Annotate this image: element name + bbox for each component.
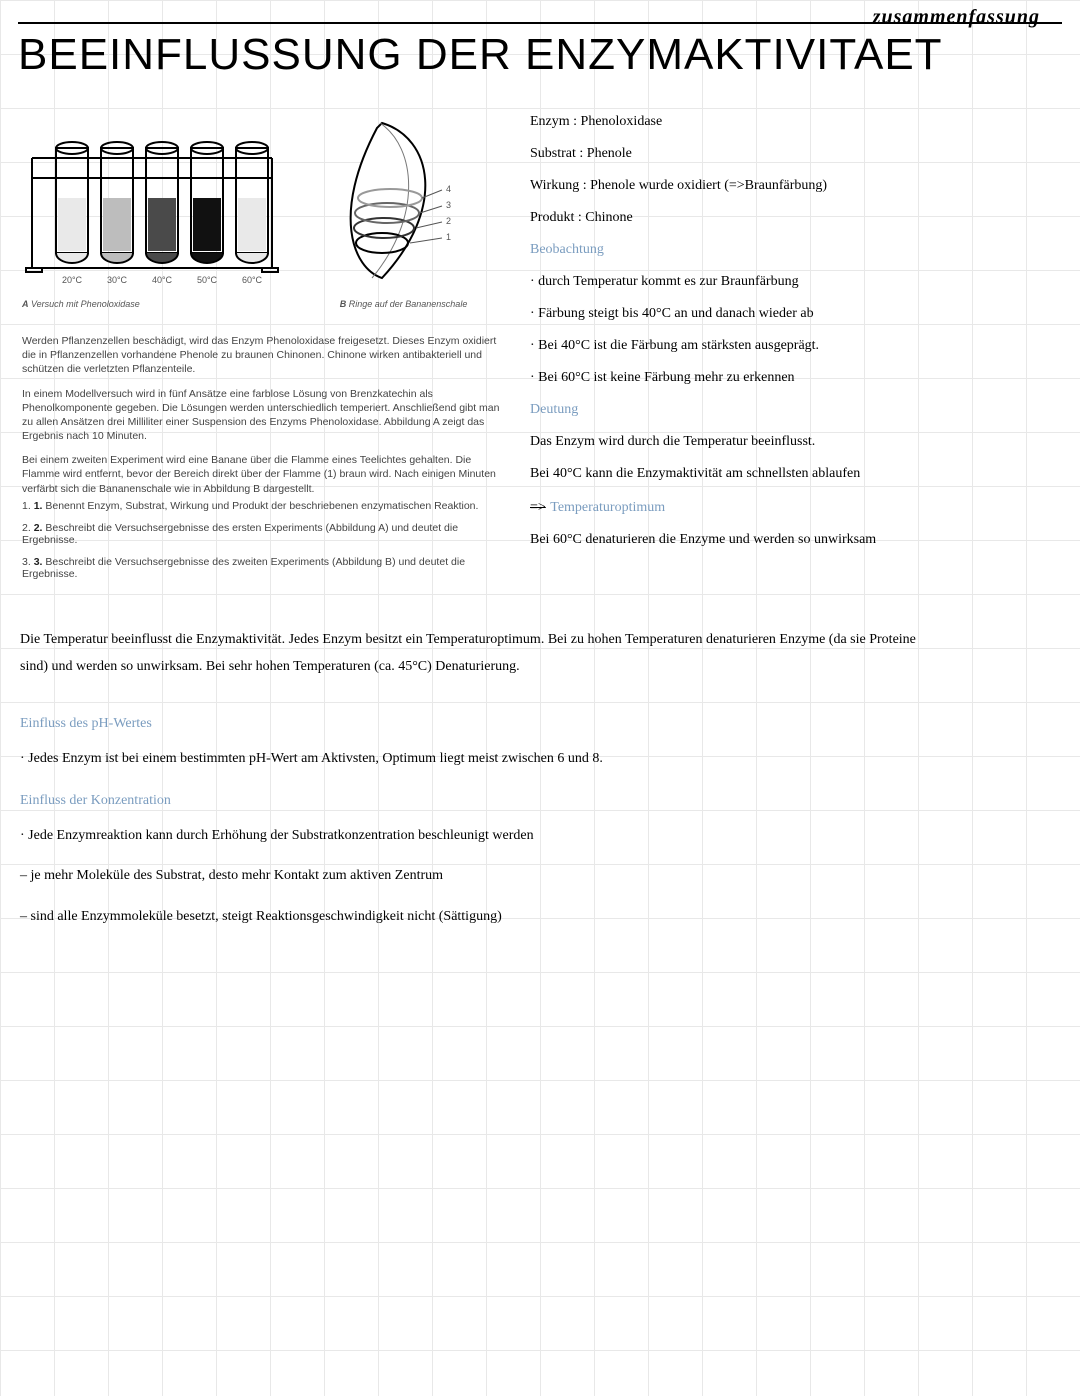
tube-3: 40°C [146, 142, 178, 285]
question-2: 2. Beschreibt die Versuchsergebnisse des… [22, 522, 512, 546]
tube-temp-5: 60°C [242, 275, 263, 285]
summary-block: Die Temperatur beeinflusst die Enzymakti… [20, 627, 1072, 931]
corner-script-label: zusammenfassung [873, 6, 1040, 29]
caption-b: B Ringe auf der Bananenschale [340, 299, 468, 309]
deut-2: Bei 40°C kann die Enzymaktivität am schn… [530, 466, 1060, 482]
desc-p3: Bei einem zweiten Experiment wird eine B… [22, 453, 500, 496]
caption-a-text: Versuch mit Phenoloxidase [29, 299, 140, 309]
question-1: 1. Benennt Enzym, Substrat, Wirkung und … [22, 500, 512, 512]
summary-line1: Die Temperatur beeinflusst die Enzymakti… [20, 627, 1072, 654]
deut-4: Bei 60°C denaturieren die Enzyme und wer… [530, 532, 1060, 548]
question-list: 1. Benennt Enzym, Substrat, Wirkung und … [22, 500, 512, 590]
note-produkt: Produkt : Chinone [530, 210, 1060, 226]
summary-line2: sind) und werden so unwirksam. Bei sehr … [20, 654, 1072, 681]
caption-b-text: Ringe auf der Bananenschale [346, 299, 467, 309]
tube-5: 60°C [236, 142, 268, 285]
ring-label-3: 3 [446, 200, 451, 210]
tube-4: 50°C [191, 142, 223, 285]
question-3-text: Beschreibt die Versuchsergebnisse des zw… [22, 556, 465, 580]
deut-3-label: Temperaturoptimum [550, 500, 665, 515]
tube-temp-2: 30°C [107, 275, 128, 285]
section-ph: Einfluss des pH-Wertes [20, 716, 1072, 732]
beob-2: · Färbung steigt bis 40°C an und danach … [530, 306, 1060, 322]
desc-p1: Werden Pflanzenzellen beschädigt, wird d… [22, 334, 500, 377]
note-enzym: Enzym : Phenoloxidase [530, 114, 1060, 130]
desc-p2: In einem Modellversuch wird in fünf Ansä… [22, 387, 500, 444]
tubes-figure: 20°C 30°C 40°C 50°C 60°C [22, 118, 282, 288]
deut-3: => Temperaturoptimum [530, 498, 1060, 516]
section-deutung: Deutung [530, 402, 1060, 418]
deut-3-strike: => [530, 500, 546, 515]
question-2-text: Beschreibt die Versuchsergebnisse des er… [22, 522, 458, 546]
beob-4: · Bei 60°C ist keine Färbung mehr zu erk… [530, 370, 1060, 386]
caption-a: A Versuch mit Phenoloxidase [22, 299, 140, 309]
section-konzentration: Einfluss der Konzentration [20, 793, 1072, 809]
question-1-text: Benennt Enzym, Substrat, Wirkung und Pro… [45, 500, 478, 512]
page-title: BEEINFLUSSUNG DER ENZYMAKTIVITAET [18, 30, 943, 80]
question-3: 3. Beschreibt die Versuchsergebnisse des… [22, 556, 512, 580]
tube-temp-4: 50°C [197, 275, 218, 285]
tube-temp-1: 20°C [62, 275, 83, 285]
ring-label-1: 1 [446, 232, 451, 242]
ring-label-2: 2 [446, 216, 451, 226]
konz-1: · Jede Enzymreaktion kann durch Erhöhung… [20, 823, 1072, 850]
banana-figure: 4 3 2 1 [312, 118, 462, 288]
beob-3: · Bei 40°C ist die Färbung am stärksten … [530, 338, 1060, 354]
konz-2: – je mehr Moleküle des Substrat, desto m… [20, 863, 1072, 890]
tube-temp-3: 40°C [152, 275, 173, 285]
beob-1: · durch Temperatur kommt es zur Braunfär… [530, 274, 1060, 290]
handwritten-column: Enzym : Phenoloxidase Substrat : Phenole… [530, 114, 1060, 564]
konz-3: – sind alle Enzymmoleküle besetzt, steig… [20, 904, 1072, 931]
description-block: Werden Pflanzenzellen beschädigt, wird d… [22, 334, 500, 506]
ring-label-4: 4 [446, 184, 451, 194]
note-substrat: Substrat : Phenole [530, 146, 1060, 162]
section-beobachtung: Beobachtung [530, 242, 1060, 258]
tube-2: 30°C [101, 142, 133, 285]
note-wirkung: Wirkung : Phenole wurde oxidiert (=>Brau… [530, 178, 1060, 194]
ph-1: · Jedes Enzym ist bei einem bestimmten p… [20, 746, 1072, 773]
deut-1: Das Enzym wird durch die Temperatur beei… [530, 434, 1060, 450]
tube-1: 20°C [56, 142, 88, 285]
figure-block: 20°C 30°C 40°C 50°C 60°C [22, 118, 477, 309]
